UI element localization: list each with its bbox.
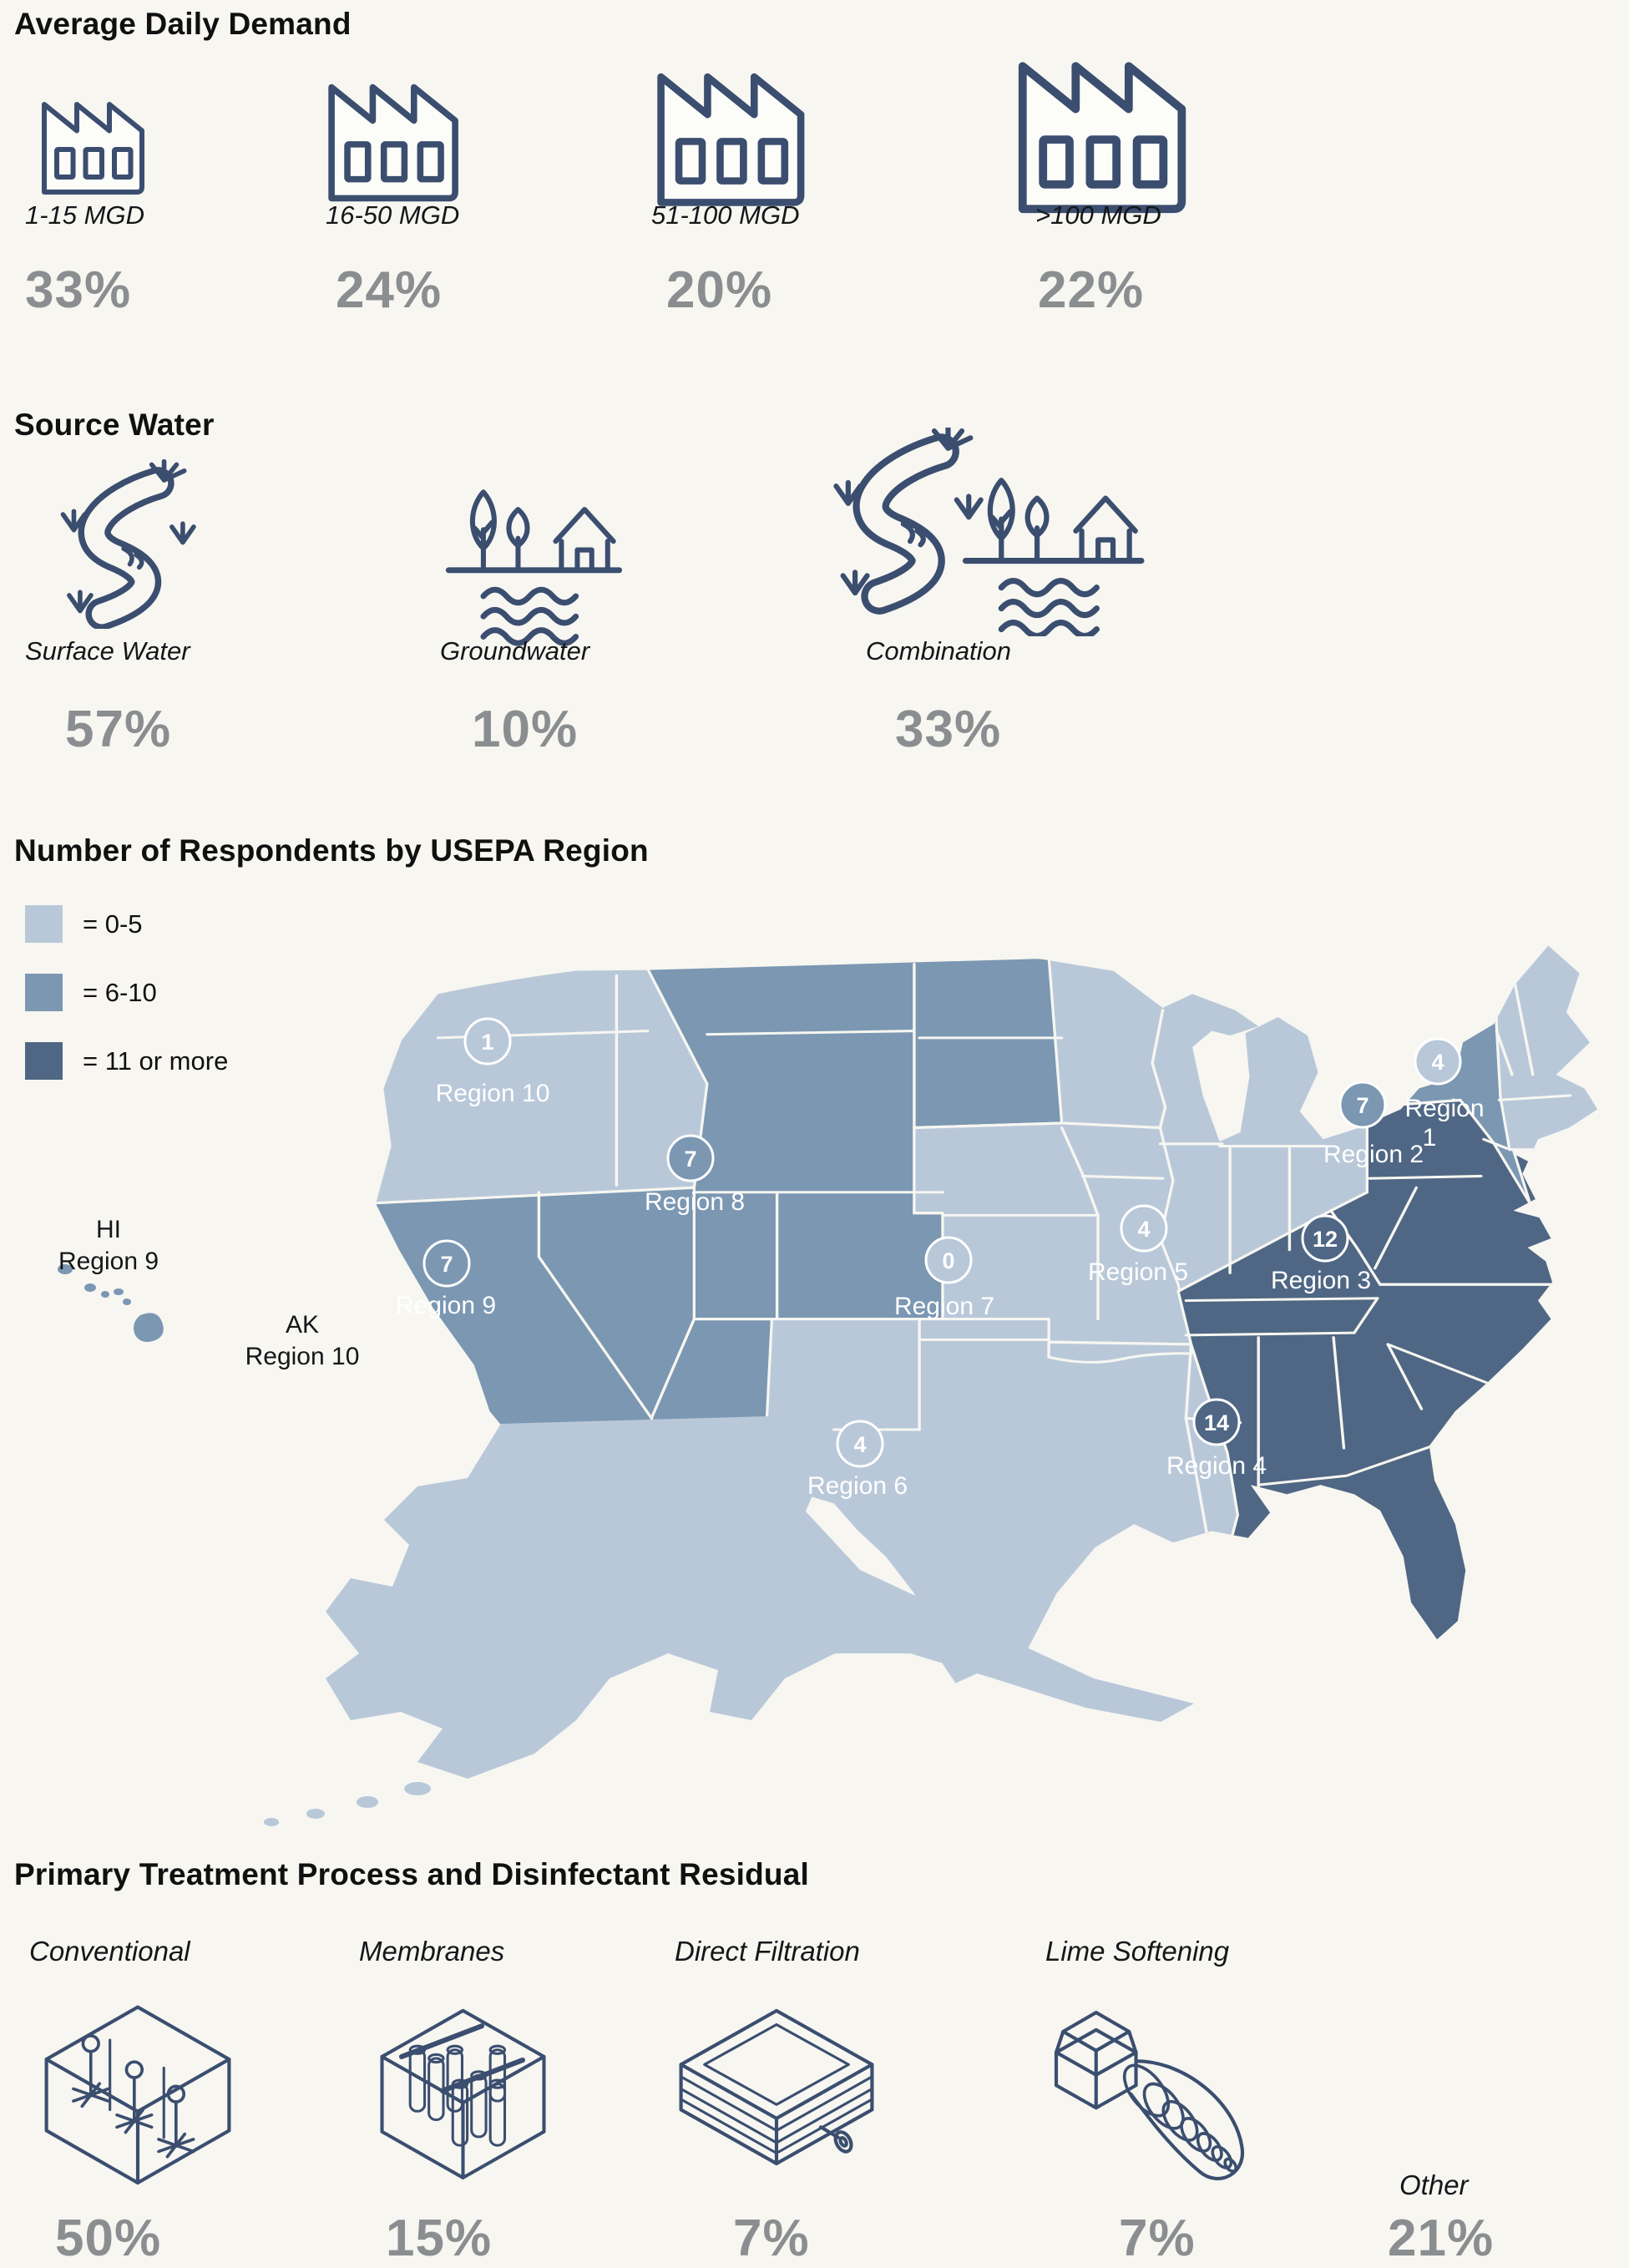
svg-text:4: 4: [1431, 1050, 1444, 1075]
region-10-marker: 1 Region 10: [436, 1017, 550, 1107]
region-2-marker: 7 Region 2: [1323, 1081, 1424, 1168]
treatment-label: Conventional: [29, 1936, 190, 1967]
legend-swatch-dark: [25, 1042, 63, 1080]
svg-text:12: 12: [1313, 1227, 1338, 1252]
treatment-section-title: Primary Treatment Process and Disinfecta…: [14, 1857, 809, 1891]
treatment-label: Lime Softening: [1045, 1936, 1230, 1967]
source-water-label: Groundwater: [440, 636, 590, 666]
demand-percent: 24%: [336, 261, 443, 319]
usepa-region-map: HI Region 9 AK Region 10 1 Region 10 7 R…: [58, 945, 1598, 1826]
legend-row-11-more: = 11 or more: [25, 1042, 228, 1080]
aleutian-island: [404, 1782, 431, 1795]
source-water-label: Combination: [866, 636, 1012, 666]
region-3-marker: 12 Region 3: [1271, 1214, 1371, 1294]
source-water-percent: 33%: [895, 701, 1002, 758]
treatment-label: Membranes: [359, 1936, 505, 1967]
region-5-marker: 4 Region 5: [1088, 1204, 1188, 1286]
aleutian-island: [306, 1809, 325, 1819]
alaska-label-region: Region 10: [245, 1343, 360, 1370]
region-8-marker: 7 Region 8: [645, 1134, 745, 1216]
source-water-percent: 10%: [472, 701, 579, 758]
svg-text:7: 7: [440, 1252, 453, 1277]
river-icon: [33, 458, 205, 633]
conventional-basin-icon: [33, 1996, 242, 2209]
svg-text:Region 2: Region 2: [1323, 1141, 1424, 1168]
svg-text:7: 7: [684, 1147, 696, 1172]
svg-text:1: 1: [1423, 1124, 1437, 1152]
demand-label: 51-100 MGD: [651, 200, 800, 230]
svg-text:Region 3: Region 3: [1271, 1267, 1371, 1294]
factory-icon-large: [643, 52, 822, 214]
groundwater-icon: [440, 480, 628, 651]
legend-label: = 11 or more: [83, 1045, 229, 1076]
legend-row-6-10: = 6-10: [25, 974, 157, 1011]
demand-label: 1-15 MGD: [25, 200, 144, 230]
legend-label: = 6-10: [83, 977, 157, 1007]
factory-icon-small: [32, 87, 157, 201]
aleutian-island: [264, 1818, 279, 1826]
svg-text:Region 10: Region 10: [436, 1080, 550, 1107]
treatment-percent: 21%: [1388, 2210, 1495, 2267]
svg-text:1: 1: [481, 1030, 493, 1055]
map-section-title: Number of Respondents by USEPA Region: [14, 833, 649, 868]
combination-icon: [803, 428, 1154, 640]
hawaii-label-region: Region 9: [58, 1248, 159, 1275]
factory-icon-xlarge: [1002, 38, 1207, 221]
svg-text:4: 4: [1137, 1217, 1150, 1242]
factory-icon-medium: [316, 65, 474, 209]
alaska-shape: [326, 1415, 1194, 1779]
source-water-percent: 57%: [65, 701, 172, 758]
legend-row-0-5: = 0-5: [25, 905, 143, 943]
region-1-marker: 4 Region 1: [1404, 1037, 1485, 1152]
svg-text:Region 9: Region 9: [396, 1292, 496, 1319]
treatment-percent: 15%: [386, 2210, 493, 2267]
source-water-section-title: Source Water: [14, 408, 215, 442]
demand-percent: 20%: [666, 261, 773, 319]
region-4-marker: 14 Region 4: [1166, 1398, 1267, 1480]
demand-label: >100 MGD: [1035, 200, 1161, 230]
source-water-label: Surface Water: [25, 636, 190, 666]
svg-text:0: 0: [942, 1248, 954, 1273]
alaska-label-abbr: AK: [286, 1311, 319, 1339]
demand-label: 16-50 MGD: [326, 200, 460, 230]
svg-text:4: 4: [853, 1432, 866, 1457]
membrane-module-icon: [361, 1996, 565, 2209]
demand-section-title: Average Daily Demand: [14, 7, 352, 41]
treatment-percent: 7%: [733, 2210, 810, 2267]
aleutian-island: [357, 1796, 378, 1808]
region-9-marker: 7 Region 9: [396, 1239, 496, 1319]
treatment-percent: 50%: [55, 2210, 162, 2267]
treatment-label-other: Other: [1399, 2169, 1469, 2200]
svg-text:Region 4: Region 4: [1166, 1452, 1267, 1480]
treatment-label: Direct Filtration: [675, 1936, 860, 1967]
hawaii-label-abbr: HI: [96, 1216, 121, 1243]
svg-text:7: 7: [1356, 1093, 1368, 1118]
filtration-bed-icon: [668, 1996, 885, 2209]
region-7-marker: 0 Region 7: [894, 1236, 994, 1320]
svg-text:Region 8: Region 8: [645, 1188, 745, 1216]
svg-text:Region 5: Region 5: [1088, 1258, 1188, 1286]
legend-label: = 0-5: [83, 909, 143, 939]
lime-auger-icon: [1034, 1996, 1259, 2213]
region-6-marker: 4 Region 6: [807, 1420, 908, 1500]
demand-percent: 22%: [1038, 261, 1145, 319]
hawaii-islands: [58, 1264, 164, 1342]
svg-text:Region 6: Region 6: [807, 1472, 908, 1500]
demand-percent: 33%: [25, 261, 132, 319]
svg-text:14: 14: [1204, 1410, 1229, 1435]
svg-text:Region: Region: [1404, 1095, 1484, 1122]
svg-text:Region 7: Region 7: [894, 1293, 994, 1320]
legend-swatch-medium: [25, 974, 63, 1011]
legend-swatch-light: [25, 905, 63, 943]
treatment-percent: 7%: [1119, 2210, 1196, 2267]
